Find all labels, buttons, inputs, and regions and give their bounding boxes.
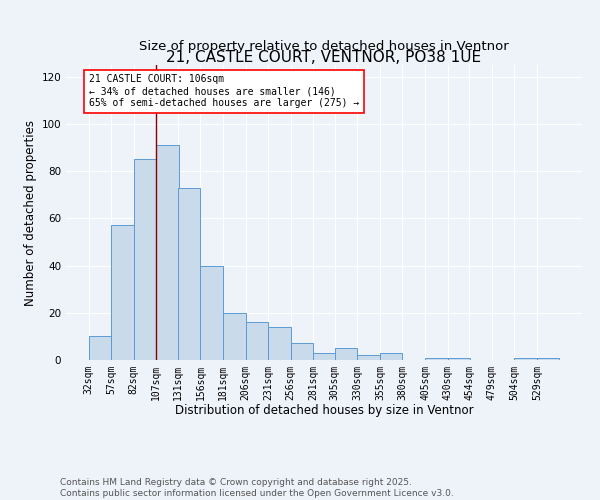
Bar xyxy=(89,336,111,360)
Bar xyxy=(514,358,537,360)
Bar xyxy=(268,327,290,360)
Bar xyxy=(223,313,245,360)
X-axis label: Distribution of detached houses by size in Ventnor: Distribution of detached houses by size … xyxy=(175,404,473,417)
Bar xyxy=(156,145,179,360)
Bar xyxy=(425,358,448,360)
Bar xyxy=(537,358,559,360)
Y-axis label: Number of detached properties: Number of detached properties xyxy=(24,120,37,306)
Bar xyxy=(111,226,134,360)
Bar xyxy=(178,188,200,360)
Text: Size of property relative to detached houses in Ventnor: Size of property relative to detached ho… xyxy=(139,40,509,53)
Bar xyxy=(358,356,380,360)
Bar xyxy=(380,353,403,360)
Bar xyxy=(313,353,336,360)
Bar xyxy=(448,358,470,360)
Title: 21, CASTLE COURT, VENTNOR, PO38 1UE: 21, CASTLE COURT, VENTNOR, PO38 1UE xyxy=(166,50,482,65)
Bar xyxy=(134,160,156,360)
Bar xyxy=(290,344,313,360)
Bar xyxy=(200,266,223,360)
Bar xyxy=(245,322,268,360)
Text: Contains HM Land Registry data © Crown copyright and database right 2025.
Contai: Contains HM Land Registry data © Crown c… xyxy=(60,478,454,498)
Bar xyxy=(335,348,358,360)
Text: 21 CASTLE COURT: 106sqm
← 34% of detached houses are smaller (146)
65% of semi-d: 21 CASTLE COURT: 106sqm ← 34% of detache… xyxy=(89,74,359,108)
